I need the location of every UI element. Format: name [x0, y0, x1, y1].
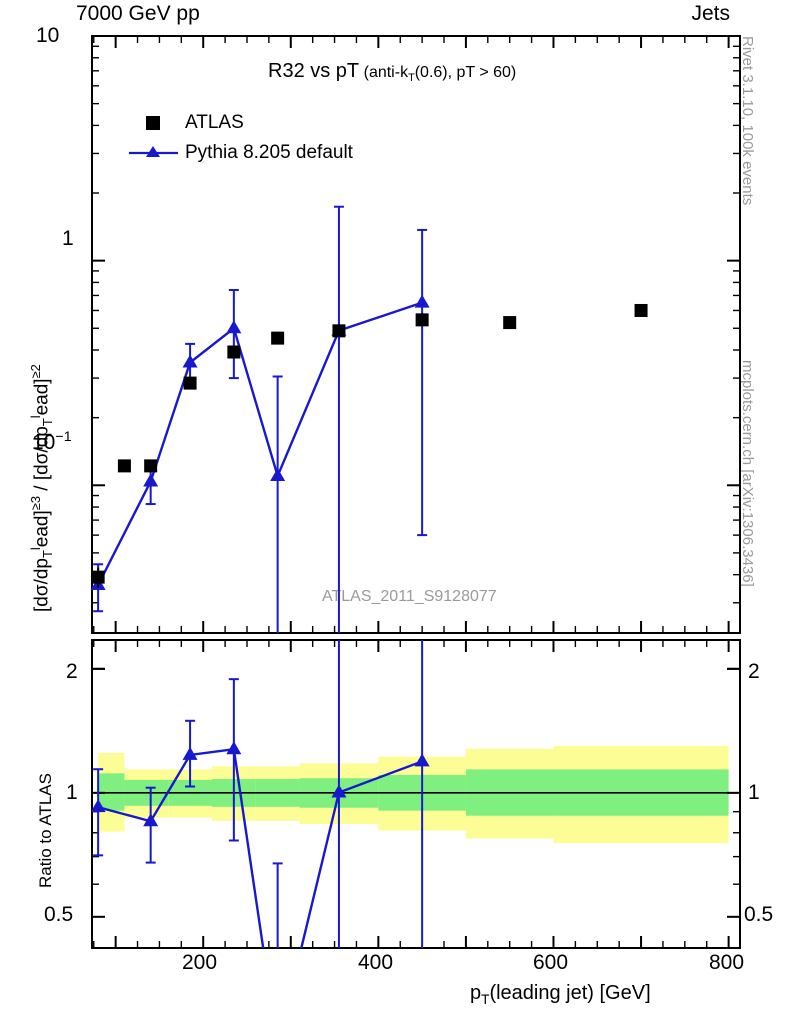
pythia-marker-ratio	[92, 799, 106, 813]
ratio-series-group	[92, 640, 430, 948]
ratio-panel-frame	[91, 639, 741, 949]
watermark: ATLAS_2011_S9128077	[322, 588, 497, 605]
y-tick-main-0.1: 10−1	[32, 429, 72, 454]
x-axis-label: pT(leading jet) [GeV]	[470, 982, 651, 1007]
atlas-marker-main	[91, 570, 105, 584]
legend-label-pythia: Pythia 8.205 default	[185, 142, 353, 163]
atlas-marker-main	[271, 331, 285, 345]
plot-title-main: R32 vs pT	[268, 60, 360, 82]
y-tick-main-1: 1	[62, 227, 74, 250]
pythia-marker-ratio	[182, 746, 198, 760]
x-tick-400: 400	[358, 951, 394, 974]
pythia-marker-main	[182, 354, 198, 368]
atlas-marker-main	[634, 303, 648, 317]
pythia-marker-main	[226, 320, 242, 334]
atlas-marker-main	[227, 345, 241, 359]
atlas-marker-main	[415, 313, 429, 327]
atlas-marker-main	[332, 324, 346, 338]
y-tick-main-10: 10	[36, 24, 60, 47]
atlas-marker-main	[117, 459, 131, 473]
plot-title-detail-pre: (anti-k	[363, 64, 409, 81]
atlas-marker-main	[503, 316, 517, 330]
plot-title: R32 vs pT (anti-kT(0.6), pT > 60)	[268, 60, 516, 84]
y-tick-ratio-1-left: 1	[66, 781, 78, 804]
y-tick-ratio-2-left: 2	[66, 660, 78, 683]
legend-marker-pythia	[146, 146, 160, 157]
header-right: Jets	[691, 2, 730, 25]
y-tick-ratio-2-right: 2	[748, 660, 760, 683]
pythia-marker-ratio	[331, 784, 347, 798]
pythia-marker-main	[414, 294, 430, 308]
y-tick-ratio-05-left: 0.5	[44, 903, 74, 926]
pythia-line-main	[97, 301, 423, 586]
pythia-marker-main	[143, 473, 159, 487]
x-axis-label-sub: T	[481, 992, 490, 1007]
plot-title-detail-sub: T	[408, 72, 415, 85]
x-tick-600: 600	[533, 951, 569, 974]
pythia-marker-ratio	[414, 753, 430, 767]
y-tick-ratio-1-right: 1	[748, 781, 760, 804]
legend-marker-atlas	[146, 116, 160, 130]
x-axis-label-pre: p	[470, 982, 482, 1004]
x-tick-200: 200	[182, 951, 218, 974]
pythia-marker-ratio	[143, 813, 159, 827]
x-tick-800: 800	[709, 951, 745, 974]
main-panel-frame	[91, 35, 741, 634]
header-left: 7000 GeV pp	[76, 2, 200, 25]
atlas-marker-main	[183, 376, 197, 390]
pythia-marker-main	[270, 467, 286, 481]
pythia-marker-ratio	[226, 741, 242, 755]
plot-title-detail-post: (0.6), pT > 60)	[414, 64, 517, 81]
atlas-marker-main	[144, 459, 158, 473]
legend-label-atlas: ATLAS	[185, 112, 244, 133]
x-axis-label-post: (leading jet) [GeV]	[489, 982, 651, 1004]
y-tick-ratio-05-right: 0.5	[744, 903, 774, 926]
